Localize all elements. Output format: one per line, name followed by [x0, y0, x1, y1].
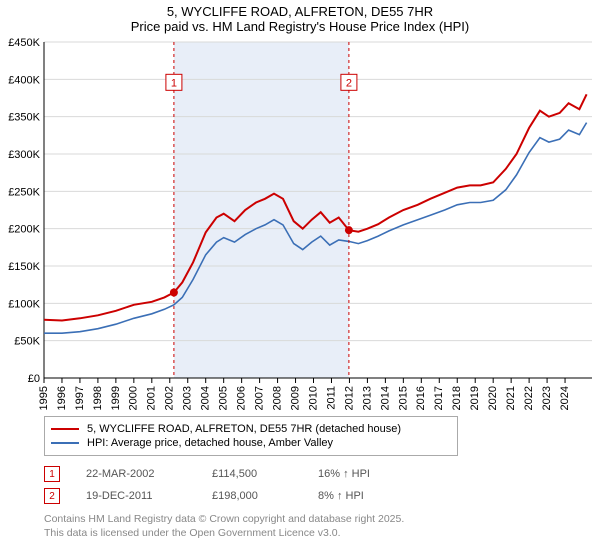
- legend-label-subject: 5, WYCLIFFE ROAD, ALFRETON, DE55 7HR (de…: [87, 423, 401, 435]
- svg-text:£450K: £450K: [8, 37, 40, 49]
- chart-svg: £0 £50K £100K £150K £200K £250K £300K £350K £400…: [0, 36, 600, 416]
- svg-text:£100K: £100K: [8, 298, 40, 310]
- svg-text:2: 2: [346, 77, 352, 89]
- svg-text:£0: £0: [28, 373, 40, 385]
- svg-text:£250K: £250K: [8, 186, 40, 198]
- legend: 5, WYCLIFFE ROAD, ALFRETON, DE55 7HR (de…: [44, 416, 458, 456]
- svg-text:2005: 2005: [218, 386, 230, 410]
- svg-text:2004: 2004: [200, 386, 212, 410]
- svg-text:2012: 2012: [343, 386, 355, 410]
- attribution: Contains HM Land Registry data © Crown c…: [44, 512, 594, 540]
- sale-row: 1 22-MAR-2002 £114,500 16% ↑ HPI: [44, 466, 594, 482]
- svg-text:2006: 2006: [236, 386, 248, 410]
- svg-text:2010: 2010: [307, 386, 319, 410]
- svg-text:2020: 2020: [487, 386, 499, 410]
- svg-text:2019: 2019: [469, 386, 481, 410]
- sale-hpi: 8% ↑ HPI: [318, 490, 364, 502]
- svg-text:2003: 2003: [182, 386, 194, 410]
- svg-text:£200K: £200K: [8, 224, 40, 236]
- svg-text:1996: 1996: [56, 386, 68, 410]
- svg-text:2002: 2002: [164, 386, 176, 410]
- svg-text:2001: 2001: [146, 386, 158, 410]
- svg-text:2016: 2016: [415, 386, 427, 410]
- svg-text:2000: 2000: [128, 386, 140, 410]
- svg-text:2011: 2011: [325, 386, 337, 410]
- sale-records: 1 22-MAR-2002 £114,500 16% ↑ HPI 2 19-DE…: [44, 466, 594, 504]
- legend-swatch-subject: [51, 428, 79, 430]
- sale-date: 22-MAR-2002: [86, 468, 186, 480]
- svg-text:2017: 2017: [433, 386, 445, 410]
- svg-text:2022: 2022: [523, 386, 535, 410]
- chart-title-block: 5, WYCLIFFE ROAD, ALFRETON, DE55 7HR Pri…: [0, 0, 600, 36]
- price-chart: £0 £50K £100K £150K £200K £250K £300K £350K £400…: [0, 36, 600, 416]
- sale-price: £114,500: [212, 468, 292, 480]
- svg-text:£300K: £300K: [8, 149, 40, 161]
- sale-marker-icon: 2: [44, 488, 60, 504]
- svg-text:2007: 2007: [254, 386, 266, 410]
- svg-text:£400K: £400K: [8, 74, 40, 86]
- legend-label-hpi: HPI: Average price, detached house, Ambe…: [87, 437, 333, 449]
- svg-text:1: 1: [171, 77, 177, 89]
- svg-text:1997: 1997: [74, 386, 86, 410]
- attribution-line-1: Contains HM Land Registry data © Crown c…: [44, 512, 594, 526]
- legend-item-subject: 5, WYCLIFFE ROAD, ALFRETON, DE55 7HR (de…: [51, 423, 451, 435]
- sale-marker-icon: 1: [44, 466, 60, 482]
- title-line-2: Price paid vs. HM Land Registry's House …: [0, 19, 600, 34]
- svg-text:£150K: £150K: [8, 261, 40, 273]
- sale-row: 2 19-DEC-2011 £198,000 8% ↑ HPI: [44, 488, 594, 504]
- svg-text:2013: 2013: [361, 386, 373, 410]
- sale-price: £198,000: [212, 490, 292, 502]
- svg-text:1995: 1995: [38, 386, 50, 410]
- sale-hpi: 16% ↑ HPI: [318, 468, 370, 480]
- attribution-line-2: This data is licensed under the Open Gov…: [44, 526, 594, 540]
- legend-swatch-hpi: [51, 442, 79, 444]
- svg-text:2014: 2014: [379, 386, 391, 410]
- svg-text:1998: 1998: [92, 386, 104, 410]
- svg-text:2009: 2009: [289, 386, 301, 410]
- svg-text:2008: 2008: [271, 386, 283, 410]
- svg-text:2018: 2018: [451, 386, 463, 410]
- title-line-1: 5, WYCLIFFE ROAD, ALFRETON, DE55 7HR: [0, 4, 600, 19]
- svg-text:2015: 2015: [397, 386, 409, 410]
- svg-text:£350K: £350K: [8, 112, 40, 124]
- svg-text:1999: 1999: [110, 386, 122, 410]
- svg-text:2023: 2023: [541, 386, 553, 410]
- svg-text:£50K: £50K: [14, 336, 40, 348]
- legend-item-hpi: HPI: Average price, detached house, Ambe…: [51, 437, 451, 449]
- sale-date: 19-DEC-2011: [86, 490, 186, 502]
- svg-text:2024: 2024: [559, 386, 571, 410]
- svg-text:2021: 2021: [505, 386, 517, 410]
